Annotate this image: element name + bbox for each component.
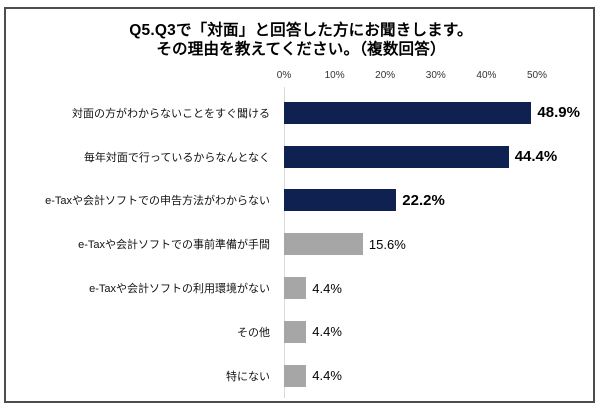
bar-track: 4.4% bbox=[284, 266, 602, 310]
bar bbox=[284, 320, 307, 343]
bar-track: 4.4% bbox=[284, 310, 602, 354]
chart-title-line-1: Q5.Q3で「対面」と回答した方にお聞きします。 bbox=[129, 22, 473, 39]
x-axis-tick-label: 40% bbox=[476, 70, 497, 81]
category-label: e-Taxや会計ソフトでの事前準備が手間 bbox=[78, 239, 270, 252]
bar-track: 48.9% bbox=[284, 91, 602, 135]
category-label: 特にない bbox=[226, 370, 270, 383]
category-label: e-Taxや会計ソフトでの申告方法がわからない bbox=[45, 195, 270, 208]
plot-area: 対面の方がわからないことをすぐ聞ける 48.9% 毎年対面で行っているからなんとなく… bbox=[0, 87, 602, 403]
bar-track: 4.4% bbox=[284, 354, 602, 398]
category-label: その他 bbox=[237, 326, 270, 339]
bar-row: 対面の方がわからないことをすぐ聞ける 48.9% bbox=[0, 91, 602, 135]
bar-track: 22.2% bbox=[284, 179, 602, 223]
x-axis-tick-label: 10% bbox=[324, 70, 345, 81]
x-axis-tick-label: 30% bbox=[425, 70, 446, 81]
category-label: e-Taxや会計ソフトの利用環境がない bbox=[89, 283, 270, 296]
value-label: 4.4% bbox=[312, 280, 342, 296]
bar bbox=[284, 277, 307, 300]
chart-title-line-2: その理由を教えてください。（複数回答） bbox=[156, 41, 446, 58]
x-axis-tick-label: 0% bbox=[276, 70, 292, 81]
bar-row: e-Taxや会計ソフトの利用環境がない 4.4% bbox=[0, 266, 602, 310]
bar bbox=[284, 233, 363, 256]
bar-row: 特にない 4.4% bbox=[0, 354, 602, 398]
bar bbox=[284, 145, 509, 168]
category-label: 毎年対面で行っているからなんとなく bbox=[83, 151, 270, 164]
bar-track: 15.6% bbox=[284, 222, 602, 266]
bar-row: e-Taxや会計ソフトでの申告方法がわからない 22.2% bbox=[0, 179, 602, 223]
value-label: 22.2% bbox=[402, 191, 445, 209]
x-axis: 0% 10% 20% 30% 40% 50% bbox=[0, 70, 602, 84]
value-label: 4.4% bbox=[312, 368, 342, 384]
value-label: 15.6% bbox=[368, 236, 406, 252]
value-label: 44.4% bbox=[514, 148, 558, 166]
bar bbox=[284, 189, 397, 212]
x-axis-tick-label: 50% bbox=[526, 70, 548, 81]
bar-row: e-Taxや会計ソフトでの事前準備が手間 15.6% bbox=[0, 222, 602, 266]
bar-row: 毎年対面で行っているからなんとなく 44.4% bbox=[0, 135, 602, 179]
value-label: 48.9% bbox=[537, 104, 580, 122]
category-label: 対面の方がわからないことをすぐ聞ける bbox=[72, 107, 270, 120]
bar-rows: 対面の方がわからないことをすぐ聞ける 48.9% 毎年対面で行っているからなんとなく… bbox=[0, 91, 602, 398]
bar bbox=[284, 364, 307, 387]
x-axis-tick-label: 20% bbox=[375, 70, 396, 81]
bar bbox=[284, 101, 532, 124]
value-label: 4.4% bbox=[312, 324, 342, 340]
bar-row: その他 4.4% bbox=[0, 310, 602, 354]
bar-track: 44.4% bbox=[284, 135, 602, 179]
chart-title: Q5.Q3で「対面」と回答した方にお聞きします。 その理由を教えてください。（複… bbox=[0, 21, 602, 59]
